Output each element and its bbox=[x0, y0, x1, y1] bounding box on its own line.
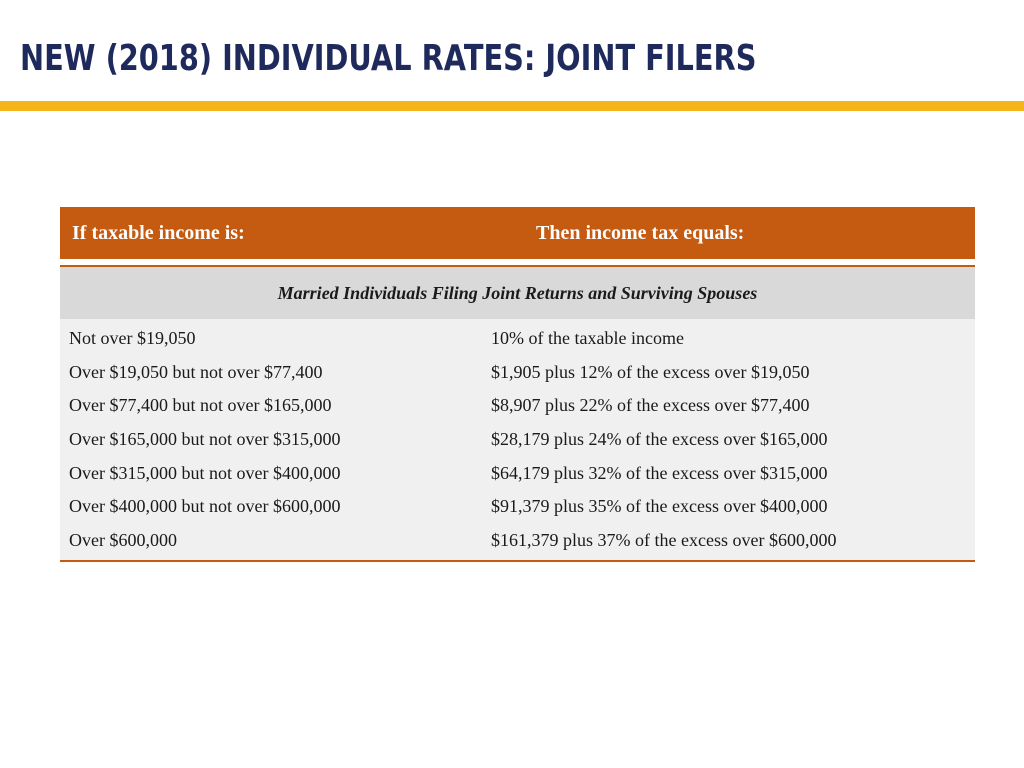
tax-cell: $28,179 plus 24% of the excess over $165… bbox=[491, 429, 828, 450]
income-cell: Over $600,000 bbox=[69, 530, 177, 551]
table-row: Over $165,000 but not over $315,000 $28,… bbox=[60, 423, 975, 457]
income-cell: Over $165,000 but not over $315,000 bbox=[69, 429, 341, 450]
income-cell: Over $77,400 but not over $165,000 bbox=[69, 395, 332, 416]
section-label: Married Individuals Filing Joint Returns… bbox=[60, 267, 975, 319]
header-gap bbox=[60, 259, 975, 265]
table-row: Not over $19,050 10% of the taxable inco… bbox=[60, 322, 975, 356]
table-header: If taxable income is: Then income tax eq… bbox=[60, 207, 975, 259]
income-cell: Over $400,000 but not over $600,000 bbox=[69, 496, 341, 517]
income-cell: Over $315,000 but not over $400,000 bbox=[69, 462, 341, 483]
tax-cell: $64,179 plus 32% of the excess over $315… bbox=[491, 462, 828, 483]
tax-cell: $8,907 plus 22% of the excess over $77,4… bbox=[491, 395, 810, 416]
tax-rate-table: If taxable income is: Then income tax eq… bbox=[60, 207, 975, 562]
header-divider bbox=[60, 265, 975, 267]
table-row: Over $400,000 but not over $600,000 $91,… bbox=[60, 490, 975, 524]
table-row: Over $19,050 but not over $77,400 $1,905… bbox=[60, 356, 975, 390]
table-row: Over $600,000 $161,379 plus 37% of the e… bbox=[60, 524, 975, 558]
table-row: Over $77,400 but not over $165,000 $8,90… bbox=[60, 389, 975, 423]
tax-cell: $1,905 plus 12% of the excess over $19,0… bbox=[491, 361, 810, 382]
title-accent-rule bbox=[0, 101, 1024, 111]
income-cell: Over $19,050 but not over $77,400 bbox=[69, 361, 323, 382]
table-row: Over $315,000 but not over $400,000 $64,… bbox=[60, 457, 975, 491]
tax-cell: 10% of the taxable income bbox=[491, 328, 684, 348]
table-rows: Not over $19,050 10% of the taxable inco… bbox=[60, 319, 975, 560]
tax-cell: $161,379 plus 37% of the excess over $60… bbox=[491, 530, 837, 551]
header-taxable-income: If taxable income is: bbox=[72, 222, 245, 244]
header-income-tax: Then income tax equals: bbox=[536, 222, 745, 244]
tax-cell: $91,379 plus 35% of the excess over $400… bbox=[491, 496, 828, 517]
income-cell: Not over $19,050 bbox=[69, 328, 196, 348]
page-title: NEW (2018) INDIVIDUAL RATES: JOINT FILER… bbox=[20, 38, 757, 79]
